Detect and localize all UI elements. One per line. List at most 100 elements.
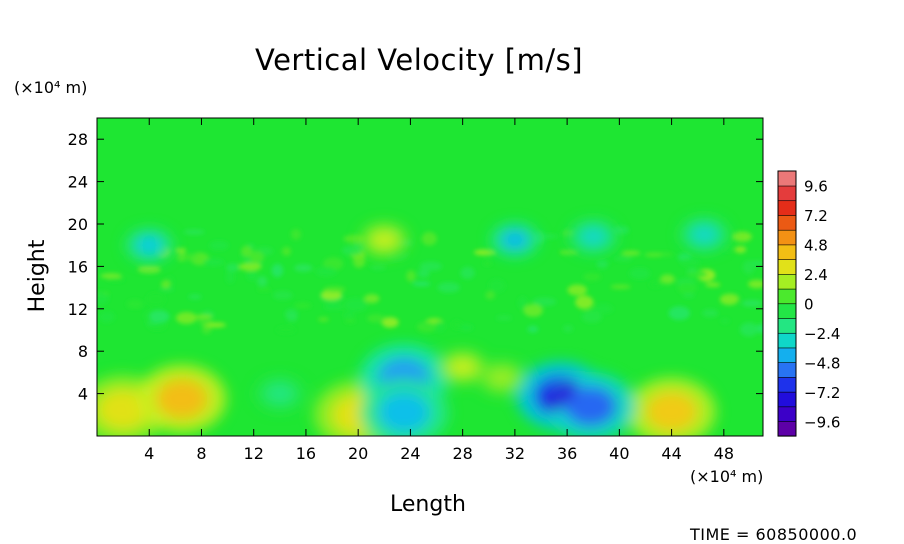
turbulence-cell xyxy=(126,299,144,309)
turbulence-cell xyxy=(722,246,732,253)
turbulence-cell xyxy=(581,310,602,324)
colorbar-swatch xyxy=(777,185,797,202)
x-tick-label: 16 xyxy=(296,444,316,463)
turbulence-cell xyxy=(317,317,329,322)
turbulence-cell xyxy=(161,280,171,289)
turbulence-cell xyxy=(320,290,342,301)
turbulence-cell xyxy=(460,266,475,280)
turbulence-cell xyxy=(416,321,437,333)
turbulence-cell xyxy=(527,325,539,333)
turbulence-cell xyxy=(731,231,752,242)
y-tick-label: 20 xyxy=(68,215,88,234)
colorbar-tick-label: 2.4 xyxy=(804,266,828,284)
turbulence-cell xyxy=(100,273,122,279)
x-tick-label: 44 xyxy=(661,444,681,463)
turbulence-cell xyxy=(741,299,763,307)
turbulence-cell xyxy=(610,284,631,290)
turbulence-cell xyxy=(459,324,474,331)
turbulence-cell xyxy=(412,281,431,287)
turbulence-cell xyxy=(272,290,293,300)
turbulence-cell xyxy=(593,304,614,314)
colorbar-tick-label: 0 xyxy=(804,296,814,314)
turbulence-cell xyxy=(473,249,497,256)
turbulence-cell xyxy=(567,284,588,296)
x-axis-label: Length xyxy=(390,492,466,517)
downdraft-core xyxy=(543,378,578,413)
colorbar-swatch xyxy=(777,288,797,305)
x-tick-label: 4 xyxy=(144,444,154,463)
turbulence-cell xyxy=(537,234,558,239)
colorbar-swatch xyxy=(777,406,797,422)
x-tick-label: 32 xyxy=(505,444,525,463)
turbulence-cell xyxy=(226,270,235,284)
turbulence-cell xyxy=(702,309,719,318)
turbulence-cell xyxy=(98,311,115,323)
turbulence-cell xyxy=(482,261,493,266)
turbulence-cell xyxy=(485,291,495,300)
turbulence-cell xyxy=(496,315,512,321)
turbulence-cell xyxy=(137,265,161,274)
turbulence-cell xyxy=(238,262,262,271)
colorbar-swatch xyxy=(777,347,797,363)
feature-9 xyxy=(448,357,477,378)
turbulence-cell xyxy=(188,294,202,300)
turbulence-cell xyxy=(344,318,357,323)
turbulence-cell xyxy=(575,295,594,310)
time-value: 60850000.0 xyxy=(755,525,858,544)
colorbar-tick-label: −9.6 xyxy=(804,413,840,431)
turbulence-cell xyxy=(559,249,579,255)
y-tick-label: 16 xyxy=(68,257,88,276)
turbulence-cell xyxy=(532,297,557,306)
colorbar-tick-label: 7.2 xyxy=(804,207,828,225)
turbulence-cell xyxy=(583,272,601,281)
colorbar-swatch xyxy=(777,170,797,187)
colorbar-swatch xyxy=(777,303,797,319)
colorbar-tick-label: −4.8 xyxy=(804,354,840,372)
x-tick-label: 24 xyxy=(400,444,420,463)
turbulence-cell xyxy=(406,270,416,282)
y-tick-label: 12 xyxy=(68,300,88,319)
colorbar-swatch xyxy=(777,420,797,437)
turbulence-cell xyxy=(629,267,651,280)
turbulence-cell xyxy=(290,229,302,240)
turbulence-cell xyxy=(364,293,380,304)
colorbar-swatch xyxy=(777,273,797,290)
colorbar-swatch xyxy=(777,259,797,275)
feature-7 xyxy=(564,386,617,427)
x-tick-label: 8 xyxy=(196,444,206,463)
turbulence-cell xyxy=(739,322,759,337)
turbulence-cell xyxy=(257,287,271,292)
colorbar-swatch xyxy=(777,376,797,393)
colorbar-swatch xyxy=(777,332,797,349)
turbulence-cell xyxy=(149,310,170,323)
turbulence-cell xyxy=(183,229,205,235)
turbulence-cell xyxy=(323,304,345,310)
feature-1 xyxy=(155,378,208,419)
turbulence-cell xyxy=(226,263,240,272)
turbulence-cell xyxy=(668,306,691,321)
turbulence-cell xyxy=(209,240,229,251)
turbulence-cell xyxy=(644,252,663,257)
turbulence-cell xyxy=(294,264,313,272)
turbulence-cell xyxy=(705,282,721,288)
time-equals: = xyxy=(736,525,756,544)
turbulence-cell xyxy=(323,286,346,293)
x-tick-label: 40 xyxy=(609,444,629,463)
turbulence-cell xyxy=(518,296,528,310)
turbulence-cell xyxy=(742,260,755,275)
colorbar-swatch xyxy=(777,229,797,246)
colorbar-swatch xyxy=(777,362,797,378)
colorbar-swatch xyxy=(777,391,797,408)
turbulence-cell xyxy=(523,304,543,317)
turbulence-cell xyxy=(276,326,296,334)
x-tick-label: 28 xyxy=(452,444,472,463)
feature-10 xyxy=(487,367,516,388)
turbulence-cell xyxy=(175,311,197,324)
turbulence-cell xyxy=(194,314,214,319)
turbulence-cell xyxy=(246,269,258,281)
turbulence-cell xyxy=(417,269,430,278)
turbulence-cell xyxy=(344,298,367,312)
